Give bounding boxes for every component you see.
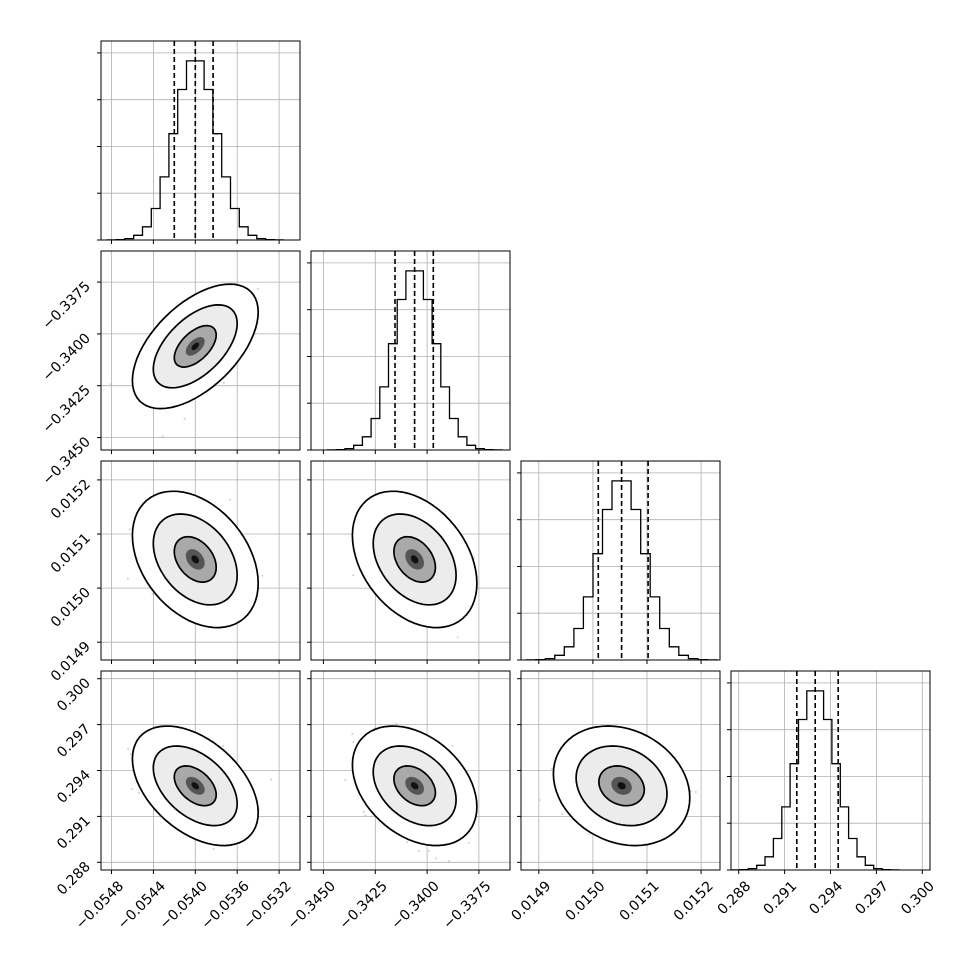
sample-point [109,383,112,386]
contour-line-2 [131,283,260,410]
y-tick-label: 0.0151 [48,531,94,577]
ticks-2-2 [517,472,702,664]
sample-point [434,857,437,860]
contour-line-2 [131,490,260,629]
grid-2-2 [521,461,720,660]
panel-3-2 [538,725,697,847]
sample-point [270,778,273,781]
ticks-2-0 [97,479,280,664]
panel-frame-2-0 [100,460,301,661]
sample-point [261,574,264,577]
y-tick-label: 0.0150 [48,585,94,631]
sample-point [456,636,459,639]
sample-point [222,381,225,384]
sample-point [467,841,470,844]
panel-2-0 [126,490,264,629]
panel-frame-2-2 [520,460,721,661]
panel-frame-1-0 [100,250,301,451]
sample-point [183,417,186,420]
sample-point [128,528,131,531]
x-tick-label: 0.0152 [671,878,717,924]
sample-point [138,791,141,794]
x-tick-label: 0.0149 [508,878,554,924]
sample-point [161,435,164,438]
ticks-3-3 [727,682,923,874]
x-tick-label: −0.3400 [388,878,442,932]
x-tick-label: −0.3450 [285,878,339,932]
y-tick-label: 0.0149 [48,639,94,685]
panel-3-1 [344,722,478,863]
ticks-0-0 [97,52,280,244]
sample-point [447,859,450,863]
x-tick-label: 0.0150 [563,878,609,924]
sample-point [406,841,409,844]
sample-point [257,287,260,290]
sample-point [473,556,476,559]
grid-0-0 [101,41,300,240]
panel-2-1 [351,490,478,639]
sample-point [427,849,430,852]
sample-point [362,810,365,814]
sample-point [212,847,215,850]
sample-point [364,814,367,817]
y-tick-label: −0.3375 [40,279,94,333]
y-tick-label: −0.3400 [40,330,94,384]
ticks-1-0 [97,281,280,454]
y-tick-label: 0.297 [54,721,94,761]
sample-point [352,740,355,744]
sample-point [344,778,347,782]
x-tick-label: 0.297 [852,878,892,918]
sample-point [228,498,231,501]
density-max [191,555,199,564]
y-tick-label: −0.3425 [40,382,94,436]
sample-point [351,732,354,736]
ticks-1-1 [307,262,480,454]
contour-line-0 [173,535,218,583]
sample-point [694,790,697,794]
sample-point [538,799,541,802]
panel-frame-0-0 [100,40,301,241]
sample-point [127,747,130,750]
y-tick-label: 0.294 [54,767,94,807]
x-tick-label: 0.300 [898,878,938,918]
panel-3-0 [127,725,273,850]
sample-point [126,577,129,580]
panel-frame-1-1 [310,250,511,451]
y-tick-label: 0.291 [54,813,94,853]
sample-point [130,788,133,791]
sample-point [561,812,564,816]
sample-point [221,744,225,748]
x-tick-label: 0.294 [806,878,846,918]
panel-1-0 [109,283,260,438]
x-tick-label: 0.291 [761,878,801,918]
sample-point [451,744,454,747]
x-tick-label: 0.0151 [617,878,663,924]
sample-point [417,850,420,853]
sample-point [395,722,398,725]
x-tick-label: −0.3425 [337,878,391,932]
contour-line-1 [152,513,239,606]
grid-3-3 [731,671,930,870]
density-max [191,342,199,351]
grid-1-1 [311,251,510,450]
sample-point [550,767,553,770]
contour-line-0 [173,324,218,368]
sample-point [352,574,355,577]
contour-line-1 [152,304,239,389]
y-tick-label: 0.288 [54,859,94,899]
x-tick-label: −0.3375 [440,878,494,932]
x-tick-label: 0.288 [715,878,755,918]
sample-point [151,592,154,596]
sample-point [129,753,132,756]
